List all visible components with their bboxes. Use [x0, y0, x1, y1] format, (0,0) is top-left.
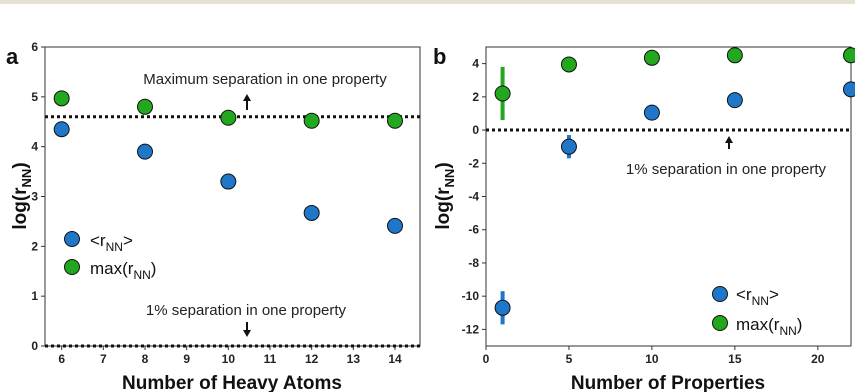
- mean-rnn-point: [303, 204, 320, 221]
- x-tick-label: 10: [222, 352, 236, 366]
- y-tick-label: 0: [472, 123, 479, 137]
- mean-rnn-point: [220, 173, 237, 190]
- x-tick-label: 14: [388, 352, 402, 366]
- panel-a-up-arrow-head: [243, 94, 251, 101]
- max-rnn-point: [387, 112, 403, 129]
- legend-a-mean-marker: [64, 231, 80, 247]
- x-tick-label: 5: [566, 352, 573, 366]
- max-rnn-point: [137, 98, 153, 115]
- max-rnn-point: [494, 85, 511, 102]
- legend-b-max-marker: [712, 315, 728, 331]
- panel-b-y-axis-label: log(rNN): [433, 162, 457, 229]
- panel-a-y-axis-label: log(rNN): [10, 162, 34, 229]
- x-tick-label: 12: [305, 352, 319, 366]
- y-tick-label: 4: [31, 140, 38, 154]
- x-tick-label: 8: [142, 352, 149, 366]
- mean-rnn-point: [560, 138, 577, 155]
- panel-b-one-percent-label: 1% separation in one property: [626, 161, 827, 178]
- panel-a-legend: <rNN> max(rNN): [64, 231, 156, 282]
- legend-a-mean-label: <rNN>: [90, 231, 133, 254]
- mean-rnn-point: [387, 217, 403, 234]
- legend-a-max-label: max(rNN): [90, 259, 156, 282]
- max-rnn-point: [726, 47, 743, 64]
- y-tick-label: -2: [468, 156, 479, 170]
- x-tick-label: 15: [728, 352, 742, 366]
- x-tick-label: 10: [645, 352, 659, 366]
- mean-rnn-point: [643, 104, 660, 121]
- max-rnn-point: [220, 109, 237, 126]
- x-tick-label: 20: [811, 352, 825, 366]
- y-tick-label: 1: [31, 289, 38, 303]
- max-rnn-point: [843, 47, 855, 64]
- legend-a-max-marker: [64, 259, 80, 275]
- x-tick-label: 9: [183, 352, 190, 366]
- legend-b-max-label: max(rNN): [736, 315, 802, 338]
- panel-a-x-axis-label: Number of Heavy Atoms: [122, 373, 342, 392]
- max-rnn-point: [303, 112, 320, 129]
- panel-b-up-arrow-head: [725, 136, 733, 143]
- max-rnn-point: [53, 90, 70, 107]
- panel-a-one-percent-label: 1% separation in one property: [146, 302, 347, 319]
- mean-rnn-point: [843, 81, 855, 98]
- y-tick-label: 2: [31, 239, 38, 253]
- panel-b-plot-frame: [485, 46, 852, 347]
- max-rnn-point: [643, 49, 660, 66]
- panel-a-label: a: [6, 44, 19, 69]
- y-tick-label: 2: [472, 90, 479, 104]
- panel-b-x-axis-label: Number of Properties: [571, 373, 765, 392]
- panel-b-legend: <rNN> max(rNN): [712, 285, 802, 338]
- x-tick-label: 11: [264, 352, 277, 366]
- y-tick-label: 5: [31, 90, 38, 104]
- legend-b-mean-label: <rNN>: [736, 285, 779, 308]
- y-tick-label: -12: [462, 322, 480, 336]
- top-border-bar: [0, 0, 855, 4]
- x-tick-label: 0: [483, 352, 490, 366]
- y-tick-label: 6: [31, 40, 38, 54]
- x-tick-label: 13: [347, 352, 361, 366]
- max-rnn-point: [560, 56, 577, 73]
- x-tick-label: 7: [100, 352, 107, 366]
- mean-rnn-point: [137, 143, 153, 160]
- legend-b-mean-marker: [712, 286, 728, 302]
- x-tick-label: 6: [58, 352, 65, 366]
- y-tick-label: 4: [472, 57, 479, 71]
- y-tick-label: 0: [31, 339, 38, 353]
- mean-rnn-point: [53, 121, 70, 138]
- y-tick-label: -8: [468, 256, 479, 270]
- mean-rnn-point: [494, 299, 511, 316]
- panel-a-down-arrow-head: [243, 330, 251, 337]
- y-tick-label: -6: [468, 223, 479, 237]
- y-tick-label: -10: [462, 289, 480, 303]
- y-tick-label: 3: [31, 190, 38, 204]
- panel-b-label: b: [433, 44, 446, 69]
- panel-a-max-separation-label: Maximum separation in one property: [143, 71, 387, 88]
- y-tick-label: -4: [468, 190, 479, 204]
- mean-rnn-point: [726, 92, 743, 109]
